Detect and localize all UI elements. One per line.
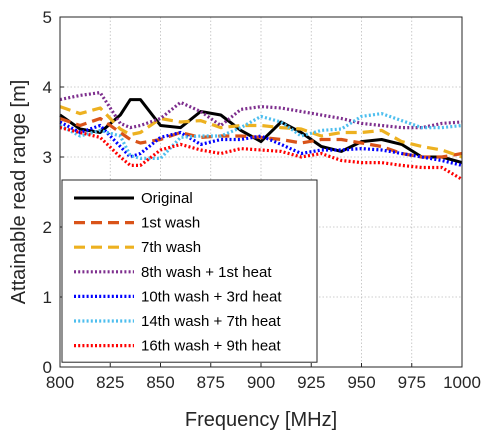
legend-label: 14th wash + 7th heat: [141, 313, 282, 330]
legend: Original 1st wash 7th wash 8th wash + 1st h…: [61, 179, 318, 363]
series-line-5: [59, 120, 463, 167]
series-line-4: [59, 90, 463, 130]
legend-label: 16th wash + 9th heat: [141, 338, 282, 355]
legend-label: 8th wash + 1st heat: [141, 264, 272, 281]
legend-label: 10th wash + 3rd heat: [141, 288, 282, 305]
y-axis-label: Attainable read range [m]: [8, 80, 30, 305]
x-tick-label: 850: [146, 373, 174, 392]
x-tick-label: 875: [197, 373, 225, 392]
y-tick-label: 1: [43, 288, 52, 307]
y-tick-label: 2: [43, 218, 52, 237]
series-line-2: [59, 116, 463, 159]
x-axis-label: Frequency [MHz]: [185, 409, 337, 431]
x-tick-label: 800: [46, 373, 74, 392]
legend-label: Original: [141, 190, 193, 207]
x-tick-label: 975: [398, 373, 426, 392]
y-tick-label: 3: [43, 148, 52, 167]
x-tick-label: 925: [297, 373, 325, 392]
x-tick-label: 825: [96, 373, 124, 392]
legend-label: 1st wash: [141, 215, 200, 232]
x-tick-label: 950: [347, 373, 375, 392]
series-line-7: [59, 126, 463, 181]
y-tick-label: 0: [43, 358, 52, 377]
axis-ticks: 800 825 850 875 900 925 950 975 1000 0 1 2 3 4 5: [43, 8, 481, 392]
series-line-6: [59, 111, 463, 160]
legend-label: 7th wash: [141, 239, 201, 256]
y-tick-label: 4: [43, 78, 52, 97]
x-tick-label: 900: [247, 373, 275, 392]
x-tick-label: 1000: [443, 373, 481, 392]
y-tick-label: 5: [43, 8, 52, 27]
series-line-3: [59, 105, 463, 159]
series-line-1: [59, 98, 463, 165]
series-lines: [59, 90, 463, 181]
